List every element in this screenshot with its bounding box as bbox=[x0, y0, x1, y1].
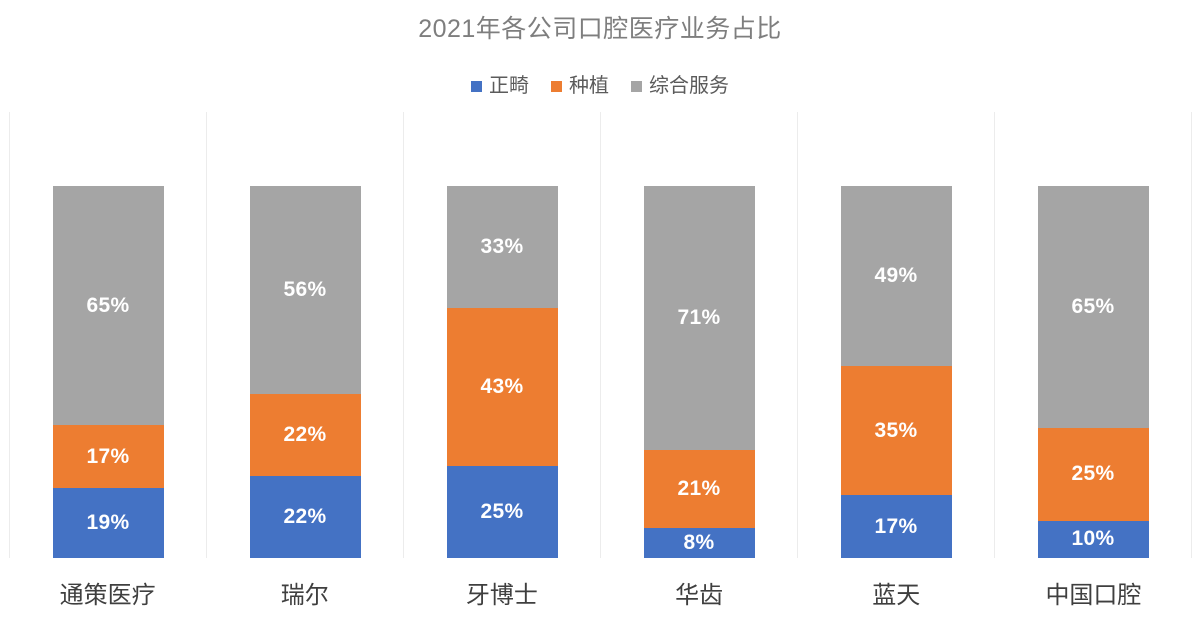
bar-segment-implant[interactable]: 35% bbox=[840, 366, 952, 496]
legend-label: 正畸 bbox=[489, 75, 529, 97]
chart-legend: 正畸 种植 综合服务 bbox=[0, 75, 1200, 97]
bar-segment-implant[interactable]: 21% bbox=[643, 450, 755, 529]
category-slot: 65% 17% 19% bbox=[9, 112, 207, 558]
category-axis: 通策医疗 瑞尔 牙博士 华齿 蓝天 中国口腔 bbox=[9, 562, 1192, 622]
stacked-bar[interactable]: 49% 35% 17% bbox=[840, 186, 952, 558]
legend-label: 综合服务 bbox=[649, 75, 729, 97]
legend-swatch-icon bbox=[551, 80, 562, 92]
bar-segment-implant[interactable]: 17% bbox=[52, 425, 164, 489]
bar-segment-orthodontics[interactable]: 25% bbox=[446, 465, 558, 558]
page-title: 2021年各公司口腔医疗业务占比 bbox=[418, 15, 782, 43]
legend-swatch-icon bbox=[631, 80, 642, 92]
legend-swatch-icon bbox=[471, 80, 482, 92]
legend-item-implant[interactable]: 种植 bbox=[551, 75, 609, 97]
bar-segment-orthodontics[interactable]: 17% bbox=[840, 495, 952, 558]
stacked-bar[interactable]: 33% 43% 25% bbox=[446, 186, 558, 558]
bar-segment-comprehensive[interactable]: 49% bbox=[840, 186, 952, 367]
plot-area: 65% 17% 19% 56% 22% 22% 33% 43% 25% 71% … bbox=[9, 112, 1192, 558]
category-slot: 65% 25% 10% bbox=[995, 112, 1192, 558]
category-label: 通策医疗 bbox=[59, 581, 156, 609]
bar-segment-orthodontics[interactable]: 22% bbox=[249, 476, 361, 558]
bar-segment-orthodontics[interactable]: 10% bbox=[1037, 520, 1149, 558]
bar-segment-comprehensive[interactable]: 33% bbox=[446, 186, 558, 308]
bar-segment-orthodontics[interactable]: 19% bbox=[52, 488, 164, 558]
bar-segment-orthodontics[interactable]: 8% bbox=[643, 528, 755, 558]
legend-label: 种植 bbox=[569, 75, 609, 97]
bar-segment-implant[interactable]: 25% bbox=[1037, 427, 1149, 521]
category-slot: 56% 22% 22% bbox=[207, 112, 404, 558]
category-label: 蓝天 bbox=[872, 581, 921, 609]
bar-segment-comprehensive[interactable]: 65% bbox=[52, 186, 164, 426]
stacked-bar[interactable]: 65% 17% 19% bbox=[52, 186, 164, 558]
category-label: 华齿 bbox=[675, 581, 724, 609]
bar-segment-comprehensive[interactable]: 56% bbox=[249, 186, 361, 395]
category-slot: 33% 43% 25% bbox=[404, 112, 601, 558]
legend-item-comprehensive[interactable]: 综合服务 bbox=[631, 75, 729, 97]
stacked-bar[interactable]: 71% 21% 8% bbox=[643, 186, 755, 558]
stacked-bar[interactable]: 65% 25% 10% bbox=[1037, 186, 1149, 558]
category-slot: 49% 35% 17% bbox=[798, 112, 995, 558]
category-label: 中国口腔 bbox=[1045, 581, 1142, 609]
bar-segment-comprehensive[interactable]: 65% bbox=[1037, 186, 1149, 428]
bar-segment-implant[interactable]: 22% bbox=[249, 394, 361, 477]
category-label: 瑞尔 bbox=[280, 581, 329, 609]
category-label: 牙博士 bbox=[465, 581, 538, 609]
stacked-bar[interactable]: 56% 22% 22% bbox=[249, 186, 361, 558]
legend-item-orthodontics[interactable]: 正畸 bbox=[471, 75, 529, 97]
bar-segment-implant[interactable]: 43% bbox=[446, 307, 558, 466]
category-slot: 71% 21% 8% bbox=[601, 112, 798, 558]
bar-segment-comprehensive[interactable]: 71% bbox=[643, 186, 755, 451]
